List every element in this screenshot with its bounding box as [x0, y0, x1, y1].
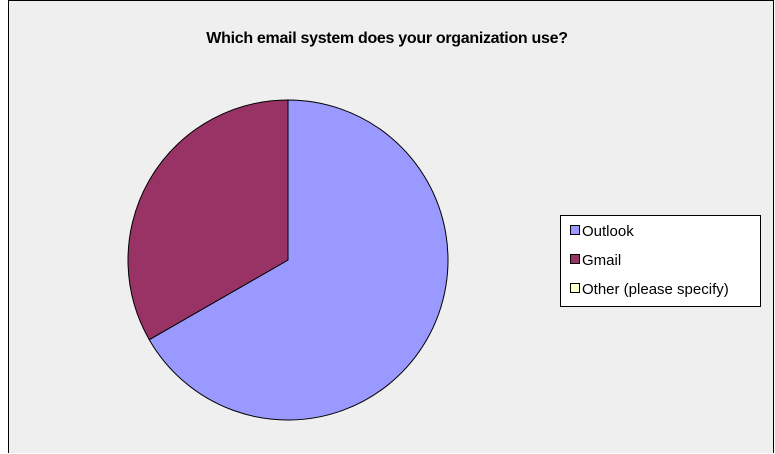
legend-swatch-gmail — [570, 254, 580, 264]
legend-label-other: Other (please specify) — [582, 281, 729, 298]
pie-slice-gmail — [127, 99, 289, 341]
legend-label-outlook: Outlook — [582, 223, 634, 240]
legend-item-other: Other (please specify) — [570, 281, 729, 299]
pie-slices — [127, 99, 449, 421]
chart-title: Which email system does your organizatio… — [206, 30, 568, 47]
chart-area: Which email system does your organizatio… — [8, 0, 774, 453]
legend-item-outlook: Outlook — [570, 223, 634, 241]
legend: Outlook Gmail Other (please specify) — [560, 215, 761, 307]
legend-item-gmail: Gmail — [570, 252, 621, 270]
legend-label-gmail: Gmail — [582, 252, 622, 269]
pie-slice-outlook — [148, 99, 449, 421]
pie-chart — [127, 99, 449, 421]
legend-swatch-outlook — [570, 225, 580, 235]
legend-swatch-other — [570, 283, 580, 293]
